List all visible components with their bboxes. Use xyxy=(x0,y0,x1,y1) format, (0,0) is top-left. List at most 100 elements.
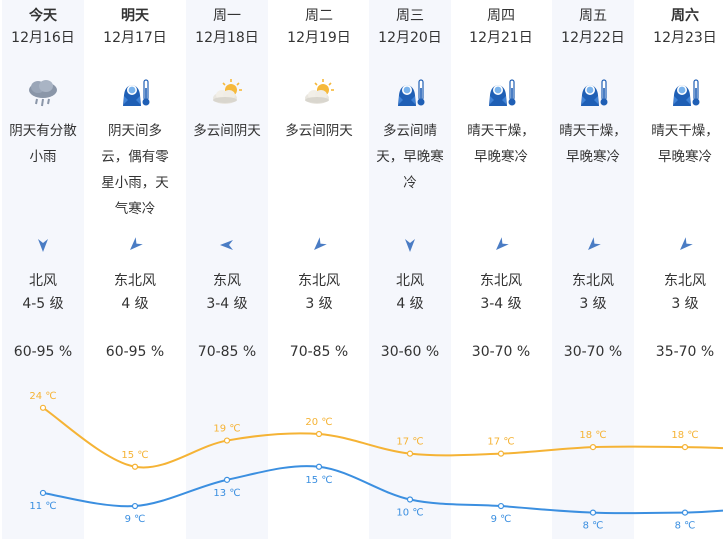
weather-description: 晴天干燥， 早晚寒冷 xyxy=(641,118,723,238)
sun-cloud-icon xyxy=(210,76,244,110)
date-label: 12月17日 xyxy=(103,30,167,46)
low-temp-label: 10 ℃ xyxy=(396,508,423,519)
humidity: 30-70 % xyxy=(563,344,623,360)
wind-name: 东北风 xyxy=(298,273,340,289)
low-temp-point xyxy=(223,476,231,483)
wind-direction-arrow-icon xyxy=(126,236,144,254)
wind-level: 4 级 xyxy=(396,296,424,312)
day-column[interactable]: 明天 12月17日 阴天间多 云，偶有零 星小雨，天 气寒冷 东北风 4 级 60-95 % xyxy=(94,0,176,539)
high-temp-point xyxy=(497,450,505,457)
description-line: 冷 xyxy=(403,175,417,191)
low-temp-point xyxy=(589,509,597,516)
high-temp-point xyxy=(39,404,47,411)
wind-direction-arrow-icon xyxy=(676,236,694,254)
weather-description: 晴天干燥， 早晚寒冷 xyxy=(549,118,637,238)
high-temp-point xyxy=(681,444,689,451)
description-line: 小雨 xyxy=(29,149,57,165)
high-temp-label: 18 ℃ xyxy=(579,430,606,441)
day-label: 周一 xyxy=(213,8,241,24)
description-line: 早晚寒冷 xyxy=(566,149,620,165)
wind-name: 东北风 xyxy=(664,273,706,289)
day-label: 周四 xyxy=(487,8,515,24)
high-temp-label: 19 ℃ xyxy=(213,424,240,435)
day-column[interactable]: 周四 12月21日 晴天干燥， 早晚寒冷 东北风 3-4 级 30-70 % xyxy=(460,0,542,539)
day-label: 今天 xyxy=(29,8,57,24)
date-label: 12月19日 xyxy=(287,30,351,46)
low-temp-label: 8 ℃ xyxy=(675,521,696,532)
low-temp-point xyxy=(131,502,139,510)
wind-name: 北风 xyxy=(396,273,424,289)
humidity: 60-95 % xyxy=(105,344,165,360)
wind-level: 4-5 级 xyxy=(22,296,64,312)
description-line: 晴天干燥， xyxy=(467,123,535,139)
high-temp-point xyxy=(315,430,323,438)
humidity: 70-85 % xyxy=(197,344,257,360)
weather-description: 晴天干燥， 早晚寒冷 xyxy=(457,118,545,238)
wind-direction-arrow-icon xyxy=(492,236,510,254)
high-temp-label: 17 ℃ xyxy=(396,437,423,448)
day-column[interactable]: 周六 12月23日 晴天干燥， 早晚寒冷 东北风 3 级 35-70 % xyxy=(644,0,723,539)
description-line: 阴天间多 xyxy=(108,123,162,139)
day-label: 周三 xyxy=(396,8,424,24)
description-line: 多云间阴天 xyxy=(193,123,261,139)
low-temp-label: 9 ℃ xyxy=(491,514,512,525)
description-line: 阴天有分散 xyxy=(9,123,77,139)
low-temp-label: 11 ℃ xyxy=(29,501,56,512)
low-temp-label: 15 ℃ xyxy=(305,475,332,486)
high-temp-point xyxy=(131,463,139,470)
wind-name: 北风 xyxy=(29,273,57,289)
low-temp-line xyxy=(42,465,723,515)
high-temp-point xyxy=(223,437,231,444)
weather-description: 阴天间多 云，偶有零 星小雨，天 气寒冷 xyxy=(91,118,179,238)
wind-direction-arrow-icon xyxy=(401,236,419,254)
description-line: 早晚寒冷 xyxy=(658,149,712,165)
date-label: 12月18日 xyxy=(195,30,259,46)
day-column[interactable]: 今天 12月16日 阴天有分散 小雨 北风 4-5 级 60-95 % xyxy=(2,0,84,539)
high-temp-label: 18 ℃ xyxy=(671,430,698,441)
description-line: 晴天干燥， xyxy=(651,123,719,139)
wind-direction-arrow-icon xyxy=(34,236,52,254)
cold-person-icon xyxy=(668,76,702,110)
high-temp-line xyxy=(42,406,723,469)
cold-person-icon xyxy=(576,76,610,110)
wind-direction-arrow-icon xyxy=(218,236,236,254)
weather-description: 多云间阴天 xyxy=(183,118,271,238)
wind-level: 3-4 级 xyxy=(480,296,522,312)
high-temp-point xyxy=(406,450,414,457)
humidity: 30-70 % xyxy=(471,344,531,360)
description-line: 天，早晚寒 xyxy=(376,149,444,165)
humidity: 35-70 % xyxy=(655,344,715,360)
low-temp-point xyxy=(315,463,323,470)
cold-person-icon xyxy=(484,76,518,110)
high-temp-label: 17 ℃ xyxy=(487,437,514,448)
wind-level: 3 级 xyxy=(579,296,607,312)
rain-cloud-icon xyxy=(26,76,60,110)
low-temp-label: 13 ℃ xyxy=(213,488,240,499)
date-label: 12月22日 xyxy=(561,30,625,46)
description-line: 云，偶有零 xyxy=(101,149,169,165)
low-temp-point xyxy=(39,489,47,497)
sun-cloud-icon xyxy=(302,76,336,110)
wind-direction-arrow-icon xyxy=(584,236,602,254)
cold-person-icon xyxy=(393,76,427,110)
low-temp-point xyxy=(681,509,689,516)
humidity: 60-95 % xyxy=(13,344,73,360)
weather-description: 阴天有分散 小雨 xyxy=(0,118,87,238)
high-temp-label: 24 ℃ xyxy=(29,391,56,402)
weather-description: 多云间阴天 xyxy=(275,118,363,238)
day-label: 明天 xyxy=(121,8,149,24)
low-temp-label: 8 ℃ xyxy=(583,521,604,532)
day-label: 周六 xyxy=(671,8,699,24)
low-temp-label: 9 ℃ xyxy=(125,514,146,525)
low-temp-point xyxy=(406,496,414,503)
humidity: 70-85 % xyxy=(289,344,349,360)
description-line: 多云间晴 xyxy=(383,123,437,139)
wind-level: 3-4 级 xyxy=(206,296,248,312)
day-column[interactable]: 周二 12月19日 多云间阴天 东北风 3 级 70-85 % xyxy=(278,0,360,539)
date-label: 12月21日 xyxy=(469,30,533,46)
wind-level: 4 级 xyxy=(121,296,149,312)
date-label: 12月23日 xyxy=(653,30,717,46)
wind-name: 东北风 xyxy=(572,273,614,289)
